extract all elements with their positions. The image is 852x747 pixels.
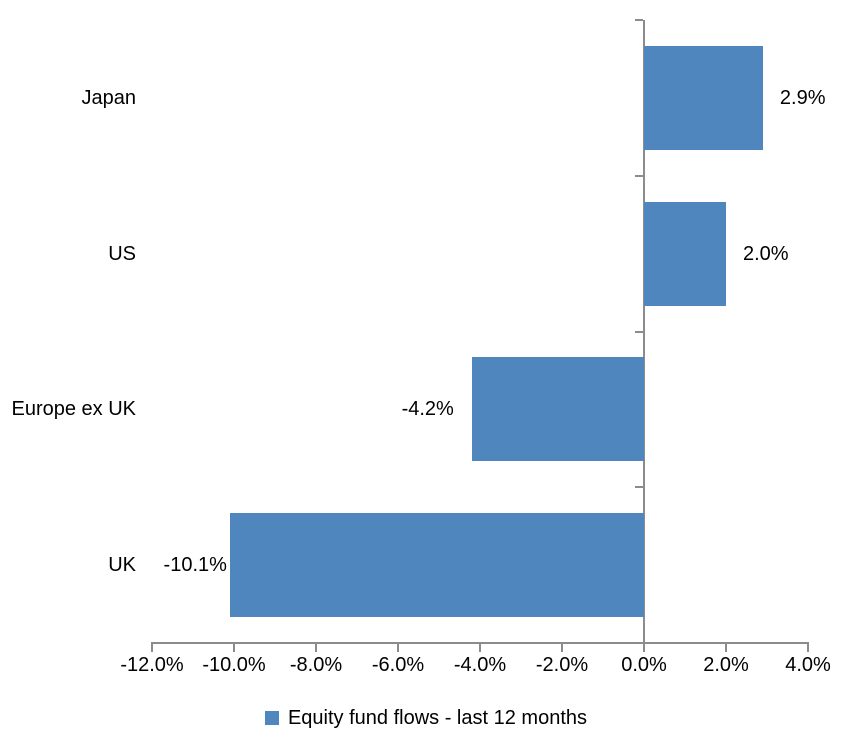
value-label: 2.9% [779, 86, 826, 109]
value-label: -10.1% [163, 554, 227, 577]
bar [471, 357, 644, 462]
category-label: UK [108, 554, 136, 577]
bar [644, 45, 763, 150]
x-axis-tick [725, 644, 727, 652]
x-tick-label: -8.0% [289, 654, 343, 676]
y-axis-tick [635, 330, 643, 333]
x-axis-tick [643, 644, 645, 652]
x-axis-tick [807, 644, 809, 652]
y-axis-tick [635, 486, 643, 489]
y-axis-tick [635, 19, 643, 21]
x-axis-tick [561, 644, 563, 652]
x-axis-tick [151, 644, 153, 652]
x-tick-label: -2.0% [535, 654, 589, 676]
value-label: 2.0% [743, 242, 789, 265]
bar [229, 513, 644, 618]
x-axis-tick [479, 644, 481, 652]
x-tick-label: 4.0% [785, 654, 831, 676]
x-axis-tick [315, 644, 317, 652]
x-tick-label: -10.0% [202, 654, 266, 676]
legend: Equity fund flows - last 12 months [0, 705, 852, 731]
y-axis-line [643, 20, 645, 643]
x-axis-line [151, 642, 809, 644]
value-label: -4.2% [401, 398, 454, 421]
y-axis-tick [635, 174, 643, 177]
category-label: Europe ex UK [11, 398, 136, 421]
x-tick-label: -12.0% [120, 654, 184, 676]
x-tick-label: -4.0% [453, 654, 507, 676]
x-axis-tick [233, 644, 235, 652]
x-axis-tick [397, 644, 399, 652]
legend-label: Equity fund flows - last 12 months [287, 707, 588, 729]
bar [644, 201, 726, 306]
category-label: US [108, 242, 136, 265]
category-label: Japan [81, 86, 137, 109]
x-tick-label: -6.0% [371, 654, 425, 676]
x-tick-label: 2.0% [703, 654, 749, 676]
x-tick-label: 0.0% [621, 654, 667, 676]
legend-swatch-icon [264, 711, 279, 725]
